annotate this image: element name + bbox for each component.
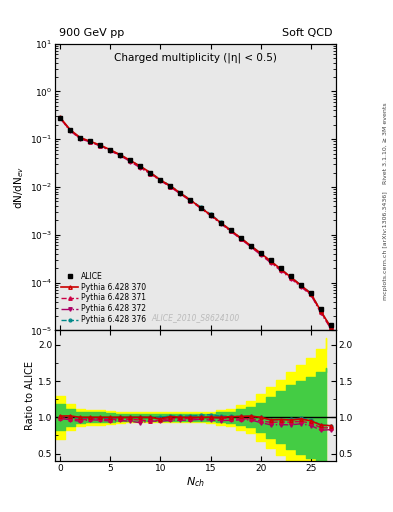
Text: Rivet 3.1.10, ≥ 3M events: Rivet 3.1.10, ≥ 3M events — [383, 102, 388, 184]
Text: mcplots.cern.ch [arXiv:1306.3436]: mcplots.cern.ch [arXiv:1306.3436] — [383, 191, 388, 300]
Legend: ALICE, Pythia 6.428 370, Pythia 6.428 371, Pythia 6.428 372, Pythia 6.428 376: ALICE, Pythia 6.428 370, Pythia 6.428 37… — [59, 269, 149, 327]
Y-axis label: Ratio to ALICE: Ratio to ALICE — [25, 361, 35, 430]
X-axis label: $N_{ch}$: $N_{ch}$ — [186, 475, 205, 489]
Y-axis label: dN/dN$_{ev}$: dN/dN$_{ev}$ — [12, 165, 26, 208]
Text: Charged multiplicity (|η| < 0.5): Charged multiplicity (|η| < 0.5) — [114, 52, 277, 62]
Text: Soft QCD: Soft QCD — [282, 28, 332, 38]
Text: ALICE_2010_S8624100: ALICE_2010_S8624100 — [151, 313, 240, 322]
Text: 900 GeV pp: 900 GeV pp — [59, 28, 124, 38]
